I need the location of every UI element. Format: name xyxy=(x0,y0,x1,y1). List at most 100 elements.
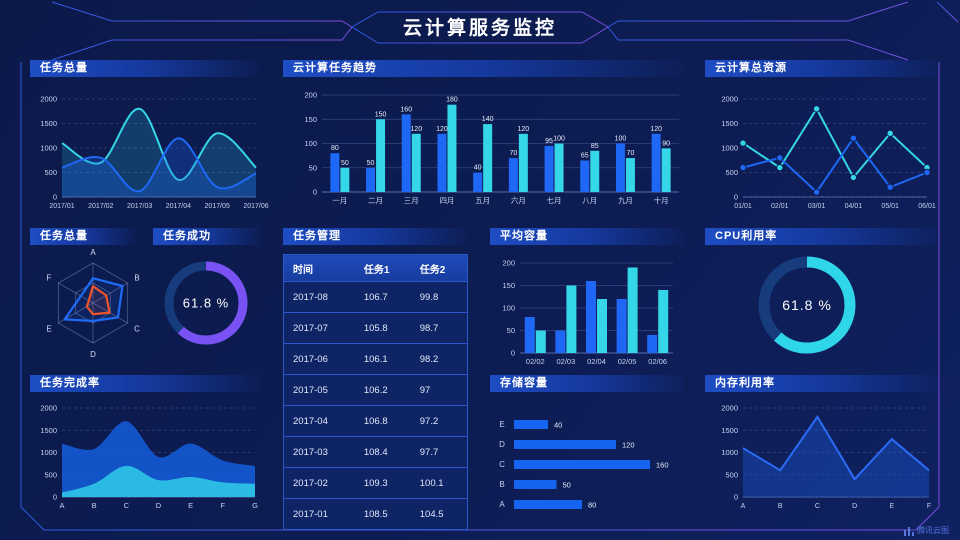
table-cell: 106.2 xyxy=(354,374,411,406)
svg-text:2017/04: 2017/04 xyxy=(166,203,191,210)
task-success-gauge xyxy=(164,261,248,345)
svg-text:140: 140 xyxy=(482,116,494,123)
svg-text:500: 500 xyxy=(725,470,738,479)
svg-text:50: 50 xyxy=(309,163,317,172)
svg-text:九月: 九月 xyxy=(618,196,633,205)
svg-text:五月: 五月 xyxy=(475,196,490,205)
table-cell: 2017-07 xyxy=(283,312,355,344)
table-cell: 97 xyxy=(410,374,468,406)
panel-title-task-trend: 云计算任务趋势 xyxy=(293,62,377,74)
svg-text:三月: 三月 xyxy=(404,196,419,205)
table-cell: 2017-06 xyxy=(283,343,355,375)
table-cell: 2017-01 xyxy=(283,498,355,530)
panel-task-success: 任务成功 61.8 % xyxy=(153,228,260,368)
table-cell: 2017-03 xyxy=(283,436,355,468)
table-row: 2017-04 106.8 97.2 xyxy=(283,405,468,437)
svg-text:180: 180 xyxy=(446,97,458,104)
svg-text:1000: 1000 xyxy=(40,144,57,153)
table-cell: 99.8 xyxy=(410,281,468,313)
task-total-chart: 0 500 1000 1500 2000 2017/01 2017/02 2017/03 201… xyxy=(40,95,268,211)
table-row: 2017-05 106.2 97 xyxy=(283,374,468,406)
svg-text:0: 0 xyxy=(53,493,57,502)
panel-title-cpu: CPU利用率 xyxy=(715,230,778,242)
panel-title-task-radar: 任务总量 xyxy=(40,230,88,242)
svg-text:六月: 六月 xyxy=(511,195,526,205)
panel-title-avg-capacity: 平均容量 xyxy=(500,230,548,242)
panel-task-table: 任务管理 时间 任务1 任务2 2017-08 106.7 99.8 2017-07 105… xyxy=(283,228,468,530)
svg-text:C: C xyxy=(499,460,505,469)
table-row: 2017-07 105.8 98.7 xyxy=(283,312,468,344)
svg-text:七月: 七月 xyxy=(547,196,562,205)
svg-text:1000: 1000 xyxy=(40,448,57,457)
table-header-cell: 任务2 xyxy=(410,254,468,282)
memory-chart: 0 500 1000 1500 2000 A B C D E F xyxy=(721,404,931,511)
svg-text:1500: 1500 xyxy=(721,426,738,435)
svg-text:C: C xyxy=(134,324,140,333)
table-cell: 106.7 xyxy=(354,281,411,313)
panel-avg-capacity: 平均容量 0 50 100 150 200 02/02 02/03 02/04 02/05 02/… xyxy=(490,228,685,368)
svg-text:02/01: 02/01 xyxy=(771,203,789,210)
svg-text:E: E xyxy=(499,420,504,429)
svg-text:95: 95 xyxy=(545,138,553,145)
svg-text:2000: 2000 xyxy=(721,95,738,104)
svg-text:150: 150 xyxy=(304,115,317,124)
svg-text:二月: 二月 xyxy=(368,196,383,205)
cpu-gauge xyxy=(758,256,856,354)
svg-text:1500: 1500 xyxy=(721,119,738,128)
completion-chart: 0 500 1000 1500 2000 A B C D E F G xyxy=(40,404,258,511)
svg-text:06/01: 06/01 xyxy=(918,203,936,210)
table-cell: 108.4 xyxy=(354,436,411,468)
svg-text:05/01: 05/01 xyxy=(881,203,899,210)
svg-text:150: 150 xyxy=(502,281,515,290)
svg-text:0: 0 xyxy=(734,193,738,202)
svg-text:0: 0 xyxy=(734,493,738,502)
panel-completion: 任务完成率 0 500 1000 1500 2000 A B C D E F G xyxy=(30,375,260,515)
svg-text:B: B xyxy=(499,480,504,489)
svg-text:2000: 2000 xyxy=(40,404,57,413)
svg-text:500: 500 xyxy=(44,168,57,177)
table-cell: 2017-04 xyxy=(283,405,355,437)
svg-text:十月: 十月 xyxy=(654,195,669,205)
svg-text:A: A xyxy=(741,503,746,510)
svg-text:2000: 2000 xyxy=(40,95,57,104)
svg-text:D: D xyxy=(852,503,857,510)
panel-title-memory: 内存利用率 xyxy=(715,377,775,389)
svg-text:200: 200 xyxy=(502,259,515,268)
table-cell: 108.5 xyxy=(354,498,411,530)
svg-text:C: C xyxy=(815,503,820,510)
svg-text:04/01: 04/01 xyxy=(845,203,863,210)
svg-text:A: A xyxy=(499,500,505,509)
svg-text:02/04: 02/04 xyxy=(587,357,606,366)
svg-text:B: B xyxy=(92,501,97,510)
svg-text:F: F xyxy=(221,501,226,510)
svg-text:150: 150 xyxy=(375,111,387,118)
svg-text:90: 90 xyxy=(662,140,670,147)
svg-text:100: 100 xyxy=(502,304,515,313)
svg-text:40: 40 xyxy=(474,165,482,172)
table-cell: 2017-02 xyxy=(283,467,355,499)
svg-text:2017/05: 2017/05 xyxy=(205,203,230,210)
svg-text:200: 200 xyxy=(304,91,317,100)
svg-text:2000: 2000 xyxy=(721,404,738,413)
svg-text:40: 40 xyxy=(554,421,562,430)
svg-text:1000: 1000 xyxy=(721,144,738,153)
svg-text:100: 100 xyxy=(553,136,565,143)
svg-text:0: 0 xyxy=(511,349,515,358)
panel-title-total-resource: 云计算总资源 xyxy=(715,62,787,74)
table-cell: 2017-08 xyxy=(283,281,355,313)
panel-task-radar: 任务总量 A B C D E F xyxy=(30,228,140,368)
task-radar-chart: A B C D E F xyxy=(46,248,140,359)
svg-text:1500: 1500 xyxy=(40,426,57,435)
svg-text:120: 120 xyxy=(622,441,635,450)
svg-text:1500: 1500 xyxy=(40,119,57,128)
svg-text:01/01: 01/01 xyxy=(734,203,752,210)
panel-title-task-success: 任务成功 xyxy=(163,230,211,242)
table-header-row: 时间 任务1 任务2 xyxy=(283,254,468,282)
panel-task-trend: 云计算任务趋势 0 50 100 150 200 一月 二月 三月 四月 五月 六月 七月 八月 九月 十月… xyxy=(283,60,685,215)
svg-text:85: 85 xyxy=(591,143,599,150)
table-row: 2017-01 108.5 104.5 xyxy=(283,498,468,530)
svg-text:02/06: 02/06 xyxy=(648,357,667,366)
svg-text:A: A xyxy=(59,501,64,510)
panel-storage: 存储容量 E 40 D 120 C 160 B 50 A 80 xyxy=(490,375,685,515)
svg-text:70: 70 xyxy=(627,150,635,157)
